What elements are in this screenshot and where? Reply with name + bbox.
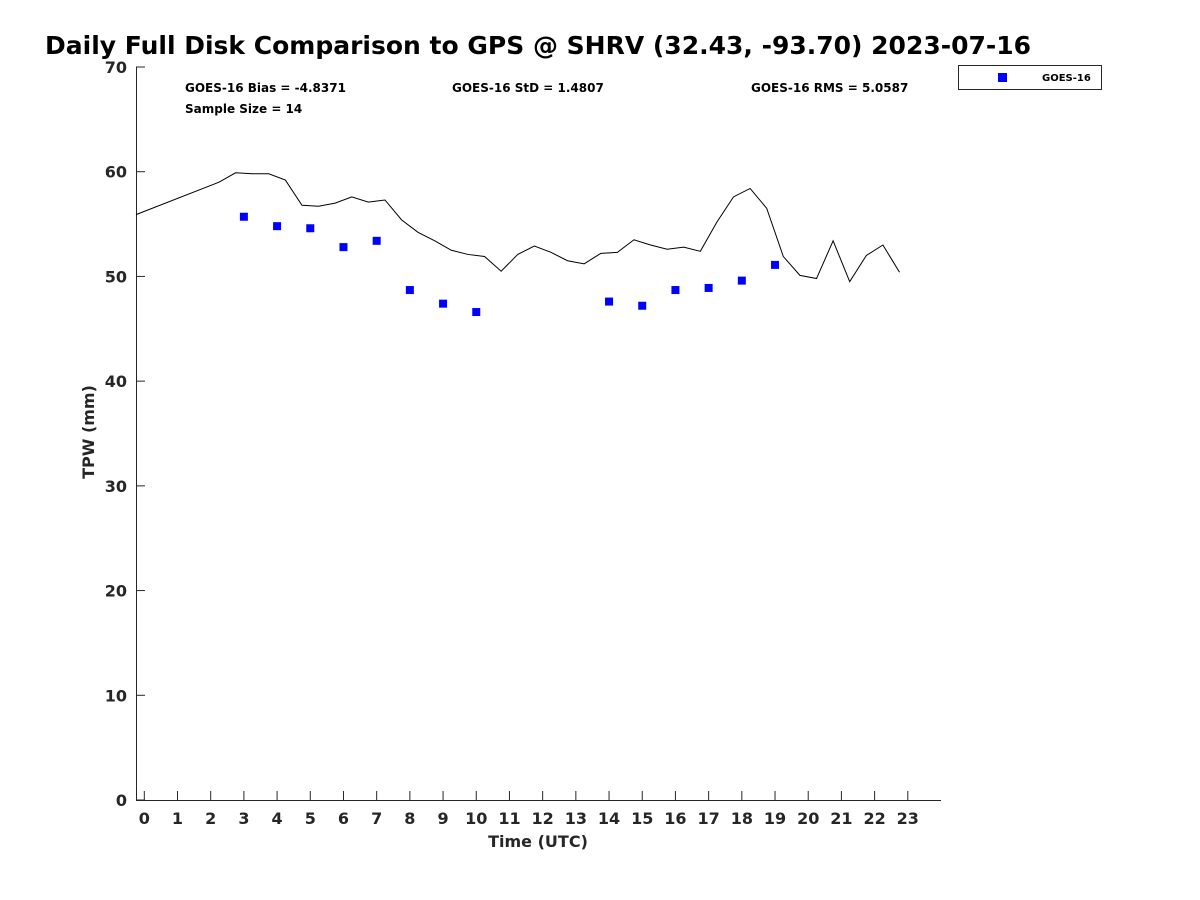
y-tick-label: 30 [105,477,127,496]
bias-stat: GOES-16 Bias = -4.8371 [185,81,346,95]
x-tick-label: 22 [863,809,885,828]
goes-16-series [239,212,780,317]
y-tick-label: 70 [105,58,127,77]
x-tick-label: 7 [371,809,382,828]
goes-16-point [771,260,780,269]
x-tick-label: 6 [338,809,349,828]
x-tick-label: 11 [498,809,520,828]
goes-16-point [439,299,448,308]
y-tick-label: 60 [105,163,127,182]
goes-16-point [306,224,315,233]
x-tick-label: 3 [238,809,249,828]
goes-16-point [405,286,414,295]
legend-box [958,65,1102,90]
goes-16-point [671,286,680,295]
x-tick-label: 14 [598,809,620,828]
legend-label: GOES-16 [1042,73,1091,84]
x-tick-label: 15 [631,809,653,828]
y-tick-label: 40 [105,372,127,391]
x-tick-label: 1 [172,809,183,828]
x-tick-label: 13 [565,809,587,828]
x-tick-label: 0 [139,809,150,828]
goes-16-point [239,212,248,221]
goes-16-point [372,236,381,245]
goes-16-point [339,243,348,252]
x-tick-label: 12 [532,809,554,828]
y-tick-label: 10 [105,686,127,705]
goes-16-point [704,283,713,292]
gps-line [135,172,900,283]
x-tick-label: 18 [731,809,753,828]
goes-16-point [638,301,647,310]
x-tick-label: 8 [404,809,415,828]
goes-16-point [737,276,746,285]
x-tick-label: 16 [664,809,686,828]
y-tick-label: 0 [116,791,127,810]
gps-series [135,172,900,283]
x-tick-label: 2 [205,809,216,828]
x-tick-label: 9 [437,809,448,828]
legend-marker [998,73,1007,82]
x-tick-label: 4 [272,809,283,828]
sample-size-stat: Sample Size = 14 [185,102,302,116]
axes: 0 1 2 3 4 5 6 7 8 9 10 11 12 13 14 15 16 17 18 19 20 21 22 2301… [105,58,941,828]
goes-16-point [273,222,282,231]
goes-16-point [472,308,481,317]
goes-16-point [605,297,614,306]
std-stat: GOES-16 StD = 1.4807 [452,81,604,95]
y-tick-label: 20 [105,582,127,601]
legend: GOES-16 [958,65,1102,90]
x-tick-label: 21 [830,809,852,828]
chart-title: Daily Full Disk Comparison to GPS @ SHRV… [45,31,1031,60]
x-tick-label: 5 [305,809,316,828]
rms-stat: GOES-16 RMS = 5.0587 [751,81,908,95]
x-tick-label: 17 [697,809,719,828]
x-tick-label: 19 [764,809,786,828]
x-axis-label: Time (UTC) [488,832,588,851]
x-tick-label: 10 [465,809,487,828]
y-tick-label: 50 [105,267,127,286]
x-tick-label: 20 [797,809,819,828]
y-axis-label: TPW (mm) [79,385,98,479]
x-tick-label: 23 [897,809,919,828]
